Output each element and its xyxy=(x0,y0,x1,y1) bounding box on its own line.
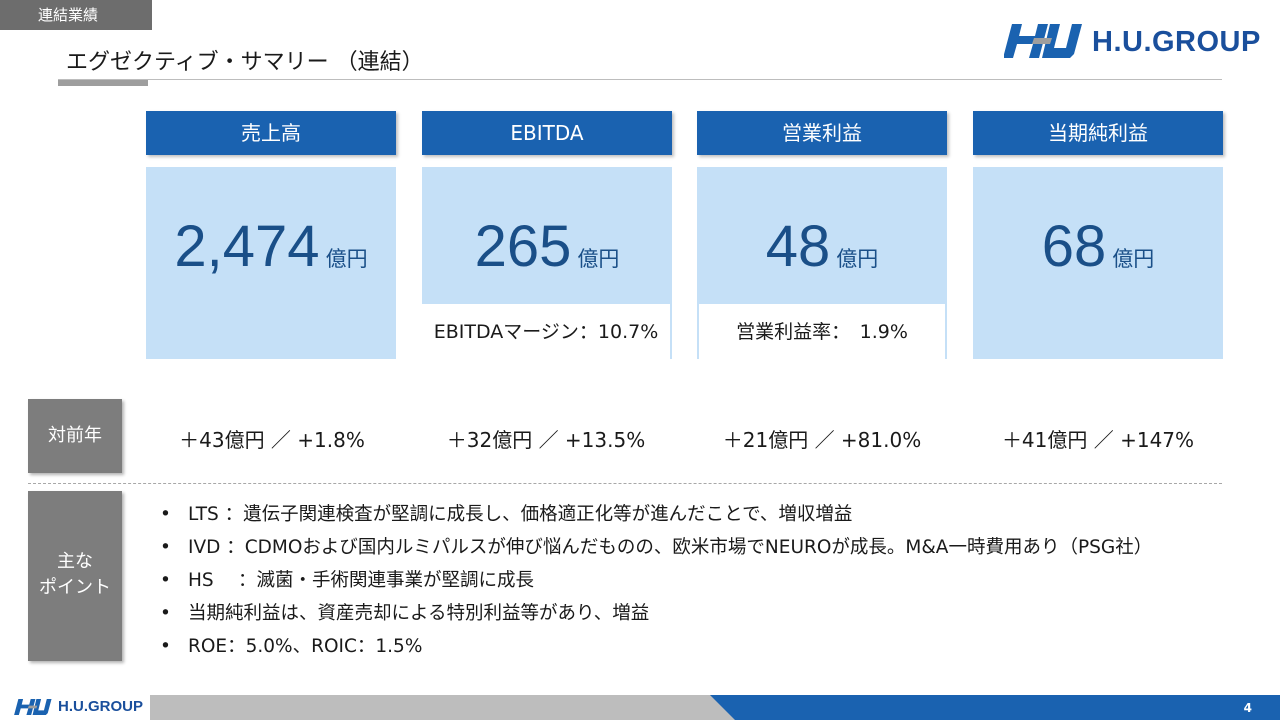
kpi-header-net-income: 当期純利益 xyxy=(973,111,1223,155)
kpi-number: 2,474 xyxy=(174,214,320,279)
kpi-unit: 億円 xyxy=(325,247,368,271)
yoy-operating-profit: ＋21億円 ／ +81.0% xyxy=(722,428,922,452)
list-item: ROE：5.0%、ROIC：1.5% xyxy=(160,630,1152,663)
kpi-header-operating-profit: 営業利益 xyxy=(697,111,947,155)
title-divider xyxy=(58,79,1222,80)
list-item: 当期純利益は、資産売却による特別利益等があり、増益 xyxy=(160,597,1152,630)
list-item: LTS ：遺伝子関連検査が堅調に成長し、価格適正化等が進んだことで、増収増益 xyxy=(160,498,1152,531)
kpi-panel-sales: 2,474 億円 xyxy=(146,167,396,359)
kpi-sub-ebitda-margin: EBITDAマージン：10.7% xyxy=(422,304,670,360)
title-accent-bar xyxy=(58,80,148,86)
kpi-unit: 億円 xyxy=(1112,247,1155,271)
kpi-header-ebitda: EBITDA xyxy=(422,111,672,155)
hu-logo-small-icon xyxy=(14,698,52,716)
list-item: IVD ：CDMOおよび国内ルミパルスが伸び悩んだものの、欧米市場でNEUROが… xyxy=(160,531,1152,564)
logo-text: H.U.GROUP xyxy=(1092,26,1261,58)
kpi-panel-net-income: 68 億円 xyxy=(973,167,1223,359)
list-item: HS ：滅菌・手術関連事業が堅調に成長 xyxy=(160,564,1152,597)
yoy-label: 対前年 xyxy=(28,399,122,473)
kpi-value-sales: 2,474 億円 xyxy=(146,213,396,280)
kpi-unit: 億円 xyxy=(577,247,620,271)
kpi-number: 48 xyxy=(765,214,831,279)
key-points-label-line1: 主な xyxy=(57,551,93,572)
key-points-label: 主な ポイント xyxy=(28,491,122,661)
yoy-sales: ＋43億円 ／ +1.8% xyxy=(179,428,365,452)
company-logo: H.U.GROUP xyxy=(1004,22,1260,62)
section-tag: 連結業績 xyxy=(0,0,152,30)
kpi-number: 265 xyxy=(474,214,572,279)
page-number: 4 xyxy=(1243,701,1252,715)
hu-logo-icon xyxy=(1004,24,1082,58)
key-points-label-line2: ポイント xyxy=(39,577,111,598)
kpi-number: 68 xyxy=(1041,214,1107,279)
kpi-value-operating-profit: 48 億円 xyxy=(697,213,947,280)
kpi-value-ebitda: 265 億円 xyxy=(422,213,672,280)
kpi-value-net-income: 68 億円 xyxy=(973,213,1223,280)
page-title: エグゼクティブ・サマリー （連結） xyxy=(66,50,424,75)
kpi-sub-operating-margin: 営業利益率： 1.9% xyxy=(699,304,945,360)
key-points-list: LTS ：遺伝子関連検査が堅調に成長し、価格適正化等が進んだことで、増収増益 I… xyxy=(160,498,1152,663)
row-divider xyxy=(28,483,1222,484)
footer-bar xyxy=(150,695,1280,720)
yoy-ebitda: ＋32億円 ／ +13.5% xyxy=(446,428,646,452)
footer-logo-text: H.U.GROUP xyxy=(58,698,144,715)
yoy-net-income: ＋41億円 ／ +147% xyxy=(1001,428,1195,452)
kpi-header-sales: 売上高 xyxy=(146,111,396,155)
kpi-unit: 億円 xyxy=(836,247,879,271)
